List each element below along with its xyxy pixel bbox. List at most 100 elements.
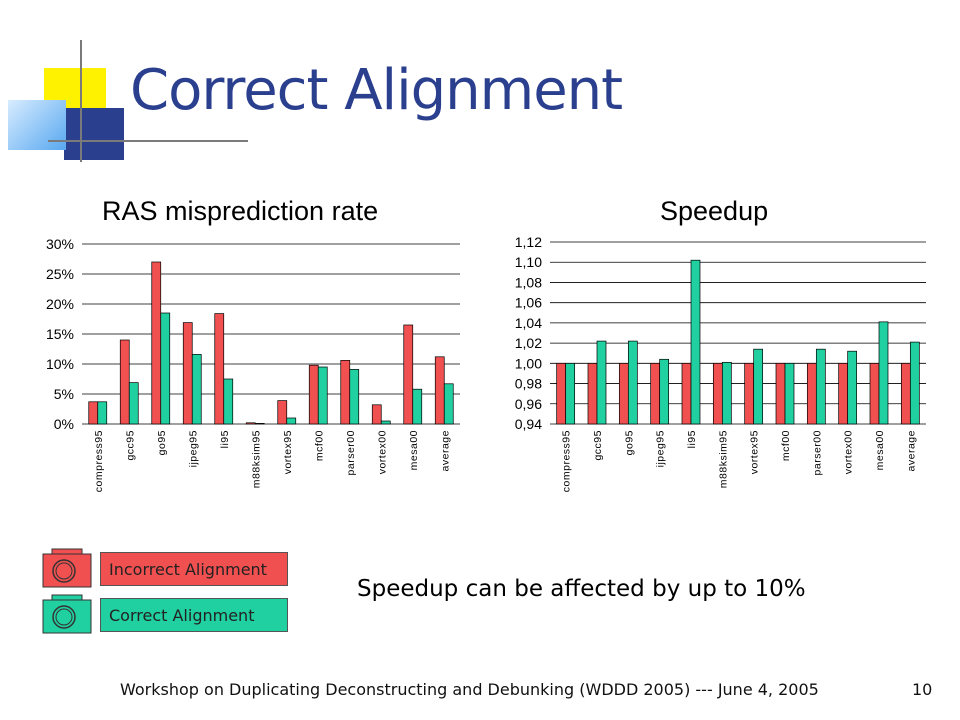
decor-vertical-line bbox=[80, 40, 82, 162]
decor-lightblue-square bbox=[8, 100, 66, 150]
bar-correct-go95 bbox=[627, 340, 638, 425]
bar-correct-average bbox=[909, 341, 920, 425]
bar-correct-ijpeg95 bbox=[191, 354, 202, 425]
x-tick-label: vortex00 bbox=[843, 430, 855, 474]
slide-number: 10 bbox=[912, 680, 933, 699]
y-tick-label: 1,12 bbox=[515, 234, 542, 250]
x-tick-label: mesa00 bbox=[408, 430, 420, 470]
bar-correct-average bbox=[443, 383, 454, 425]
bar-correct-mcf00 bbox=[784, 362, 795, 425]
x-tick-label: go95 bbox=[623, 430, 635, 455]
bar-correct-vortex00 bbox=[380, 420, 391, 425]
bar-incorrect-go95 bbox=[151, 261, 162, 425]
y-tick-label: 15% bbox=[46, 326, 74, 342]
bar-correct-m88ksim95 bbox=[721, 361, 732, 425]
camera-icon bbox=[42, 594, 92, 634]
bar-correct-gcc95 bbox=[596, 340, 607, 425]
legend-correct-alignment: Correct Alignment bbox=[100, 598, 288, 632]
bar-correct-compress95 bbox=[565, 362, 576, 425]
x-tick-label: m88ksim95 bbox=[717, 430, 729, 488]
bar-correct-gcc95 bbox=[128, 382, 139, 425]
x-tick-label: mcf00 bbox=[313, 430, 325, 461]
bar-incorrect-m88ksim95 bbox=[712, 362, 723, 425]
x-tick-label: vortex95 bbox=[282, 430, 294, 474]
y-tick-label: 0,94 bbox=[515, 416, 542, 432]
bar-correct-vortex95 bbox=[753, 348, 764, 425]
bar-incorrect-parser00 bbox=[340, 360, 351, 425]
bar-correct-m88ksim95 bbox=[254, 423, 265, 425]
y-tick-label: 1,04 bbox=[515, 315, 542, 331]
speedup-chart-title: Speedup bbox=[660, 196, 769, 226]
legend-incorrect-alignment: Incorrect Alignment bbox=[100, 552, 288, 586]
bar-incorrect-average bbox=[434, 356, 445, 425]
bar-incorrect-ijpeg95 bbox=[650, 362, 661, 425]
decor-blue-square bbox=[64, 108, 124, 160]
bar-incorrect-mcf00 bbox=[308, 364, 319, 425]
bar-incorrect-parser00 bbox=[806, 362, 817, 425]
footer-text: Workshop on Duplicating Deconstructing a… bbox=[120, 680, 819, 699]
bar-correct-compress95 bbox=[97, 401, 108, 425]
bar-incorrect-go95 bbox=[618, 362, 629, 425]
x-tick-label: average bbox=[439, 430, 451, 471]
y-tick-label: 0,96 bbox=[515, 396, 542, 412]
bar-incorrect-compress95 bbox=[88, 401, 99, 425]
bar-incorrect-m88ksim95 bbox=[245, 422, 256, 425]
x-tick-label: average bbox=[905, 430, 917, 471]
bar-correct-ijpeg95 bbox=[659, 358, 670, 425]
bar-incorrect-mesa00 bbox=[403, 324, 414, 425]
slide-title: Correct Alignment bbox=[130, 58, 623, 123]
x-tick-label: ijpeg95 bbox=[655, 430, 667, 467]
x-tick-label: gcc95 bbox=[124, 430, 136, 461]
bar-incorrect-ijpeg95 bbox=[182, 322, 193, 425]
y-tick-label: 1,00 bbox=[515, 355, 542, 371]
ras-misprediction-chart: 0% 5% 10% 15% 20% 25% 30% compress95 gcc95 go95 ij… bbox=[46, 236, 460, 492]
x-tick-label: compress95 bbox=[93, 430, 105, 492]
bar-incorrect-vortex00 bbox=[371, 404, 382, 425]
bar-incorrect-gcc95 bbox=[587, 362, 598, 425]
bar-correct-li95 bbox=[690, 259, 701, 425]
ras-chart-title: RAS misprediction rate bbox=[102, 196, 379, 226]
y-tick-label: 5% bbox=[54, 386, 74, 402]
decor-horizontal-line bbox=[48, 140, 248, 142]
bar-incorrect-mcf00 bbox=[775, 362, 786, 425]
bar-incorrect-vortex95 bbox=[277, 400, 288, 425]
x-tick-label: mcf00 bbox=[780, 430, 792, 461]
bar-correct-parser00 bbox=[815, 348, 826, 425]
x-tick-label: li95 bbox=[219, 430, 231, 448]
bar-incorrect-compress95 bbox=[556, 362, 567, 425]
y-tick-label: 1,06 bbox=[515, 295, 542, 311]
bar-correct-parser00 bbox=[349, 369, 360, 425]
y-tick-label: 1,02 bbox=[515, 335, 542, 351]
x-tick-label: vortex95 bbox=[749, 430, 761, 474]
x-tick-label: vortex00 bbox=[376, 430, 388, 474]
x-tick-label: compress95 bbox=[561, 430, 573, 492]
bar-correct-vortex00 bbox=[847, 350, 858, 425]
bar-correct-mcf00 bbox=[317, 366, 328, 425]
x-tick-label: go95 bbox=[156, 430, 168, 455]
bar-incorrect-li95 bbox=[681, 362, 692, 425]
bar-incorrect-vortex00 bbox=[838, 362, 849, 425]
bar-incorrect-gcc95 bbox=[119, 339, 130, 425]
y-tick-label: 10% bbox=[46, 356, 74, 372]
speedup-chart: 0,94 0,96 0,98 1,00 1,02 1,04 1,06 1,08 1,10 1,12… bbox=[515, 234, 926, 492]
x-tick-label: gcc95 bbox=[592, 430, 604, 461]
x-tick-label: li95 bbox=[686, 430, 698, 448]
speedup-note: Speedup can be affected by up to 10% bbox=[357, 576, 806, 602]
bar-incorrect-li95 bbox=[214, 313, 225, 425]
x-tick-label: ijpeg95 bbox=[187, 430, 199, 467]
y-tick-label: 20% bbox=[46, 296, 74, 312]
y-tick-label: 1,08 bbox=[515, 274, 542, 290]
y-tick-label: 25% bbox=[46, 266, 74, 282]
y-tick-label: 0,98 bbox=[515, 376, 542, 392]
bar-correct-go95 bbox=[160, 312, 171, 425]
bar-correct-mesa00 bbox=[878, 321, 889, 425]
bar-correct-mesa00 bbox=[412, 388, 423, 425]
x-tick-label: mesa00 bbox=[874, 430, 886, 470]
y-tick-label: 1,10 bbox=[515, 254, 542, 270]
x-tick-label: m88ksim95 bbox=[250, 430, 262, 488]
bar-incorrect-vortex95 bbox=[744, 362, 755, 425]
camera-icon bbox=[42, 548, 92, 588]
bar-incorrect-mesa00 bbox=[869, 362, 880, 425]
x-tick-label: parser00 bbox=[811, 430, 823, 475]
bar-incorrect-average bbox=[900, 362, 911, 425]
